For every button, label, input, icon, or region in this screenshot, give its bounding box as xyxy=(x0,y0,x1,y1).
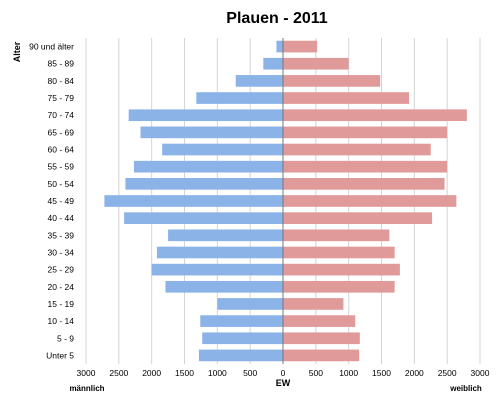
bar-male xyxy=(151,263,283,276)
bar-female xyxy=(283,126,448,139)
bar-male xyxy=(202,332,283,345)
x-tick-label: 3000 xyxy=(77,368,96,378)
bar-female xyxy=(283,229,390,242)
x-tick-label: 2000 xyxy=(142,368,161,378)
male-side-label: männlich xyxy=(69,384,104,393)
bar-male xyxy=(128,109,283,122)
bar-female xyxy=(283,246,395,259)
x-tick-labels: 3000 2500 2000 1500 1000 500 0 500 1000 1500 2000 2… xyxy=(77,368,490,378)
x-tick-label: 0 xyxy=(281,368,286,378)
bar-female xyxy=(283,195,457,207)
category-label: 20 - 24 xyxy=(48,282,75,292)
bar-female xyxy=(283,280,395,293)
bar-female xyxy=(283,315,356,327)
bar-male xyxy=(198,349,283,362)
bar-male xyxy=(125,178,284,190)
category-label: Unter 5 xyxy=(46,350,74,360)
category-labels: 90 und älter 85 - 89 80 - 84 75 - 79 70 - 74… xyxy=(29,42,74,361)
bar-female xyxy=(283,143,431,156)
bar-male xyxy=(156,246,283,259)
bar-female xyxy=(283,75,381,87)
chart-title: Plauen - 2011 xyxy=(226,10,328,27)
category-label: 25 - 29 xyxy=(48,265,75,275)
category-label: 85 - 89 xyxy=(48,59,75,69)
category-label: 65 - 69 xyxy=(48,127,75,137)
bar-female xyxy=(283,349,360,362)
bar-male xyxy=(168,229,283,242)
category-label: 70 - 74 xyxy=(48,110,75,120)
category-label: 30 - 34 xyxy=(48,247,75,257)
x-tick-label: 2500 xyxy=(109,368,128,378)
bar-male xyxy=(263,57,283,70)
bar-female xyxy=(283,298,344,310)
bar-female xyxy=(283,40,318,53)
bars xyxy=(104,40,467,362)
category-label: 35 - 39 xyxy=(48,230,75,240)
bar-female xyxy=(283,57,349,70)
bar-female xyxy=(283,178,445,190)
category-label: 55 - 59 xyxy=(48,162,75,172)
x-tick-label: 2000 xyxy=(405,368,424,378)
category-label: 10 - 14 xyxy=(48,316,75,326)
category-label: 80 - 84 xyxy=(48,76,75,86)
x-tick-label: 1000 xyxy=(208,368,227,378)
x-tick-label: 1000 xyxy=(339,368,358,378)
bar-male xyxy=(162,143,283,156)
bar-male xyxy=(217,298,283,310)
x-axis-label: EW xyxy=(276,378,291,388)
bar-male xyxy=(124,212,283,224)
category-label: 45 - 49 xyxy=(48,196,75,206)
x-tick-label: 1500 xyxy=(175,368,194,378)
x-tick-label: 2500 xyxy=(438,368,457,378)
bar-female xyxy=(283,160,448,173)
x-tick-label: 500 xyxy=(309,368,323,378)
bar-male xyxy=(133,160,283,173)
bar-male xyxy=(165,280,283,293)
category-label: 90 und älter xyxy=(29,42,74,52)
bar-female xyxy=(283,332,360,345)
bar-male xyxy=(104,195,284,207)
bar-male xyxy=(276,40,283,53)
x-tick-label: 3000 xyxy=(471,368,490,378)
bar-female xyxy=(283,263,400,276)
category-label: 15 - 19 xyxy=(48,299,75,309)
bar-male xyxy=(235,75,283,87)
bar-male xyxy=(140,126,283,139)
y-axis-label: Alter xyxy=(12,41,22,62)
category-label: 5 - 9 xyxy=(57,333,74,343)
category-label: 60 - 64 xyxy=(48,145,75,155)
bar-male xyxy=(196,92,283,104)
category-label: 50 - 54 xyxy=(48,179,75,189)
female-side-label: weiblich xyxy=(449,384,482,393)
bar-male xyxy=(200,315,283,327)
bar-female xyxy=(283,92,410,104)
category-label: 75 - 79 xyxy=(48,93,75,103)
bar-female xyxy=(283,109,467,122)
x-tick-label: 1500 xyxy=(372,368,391,378)
category-label: 40 - 44 xyxy=(48,213,75,223)
x-tick-label: 500 xyxy=(243,368,257,378)
bar-female xyxy=(283,212,433,224)
